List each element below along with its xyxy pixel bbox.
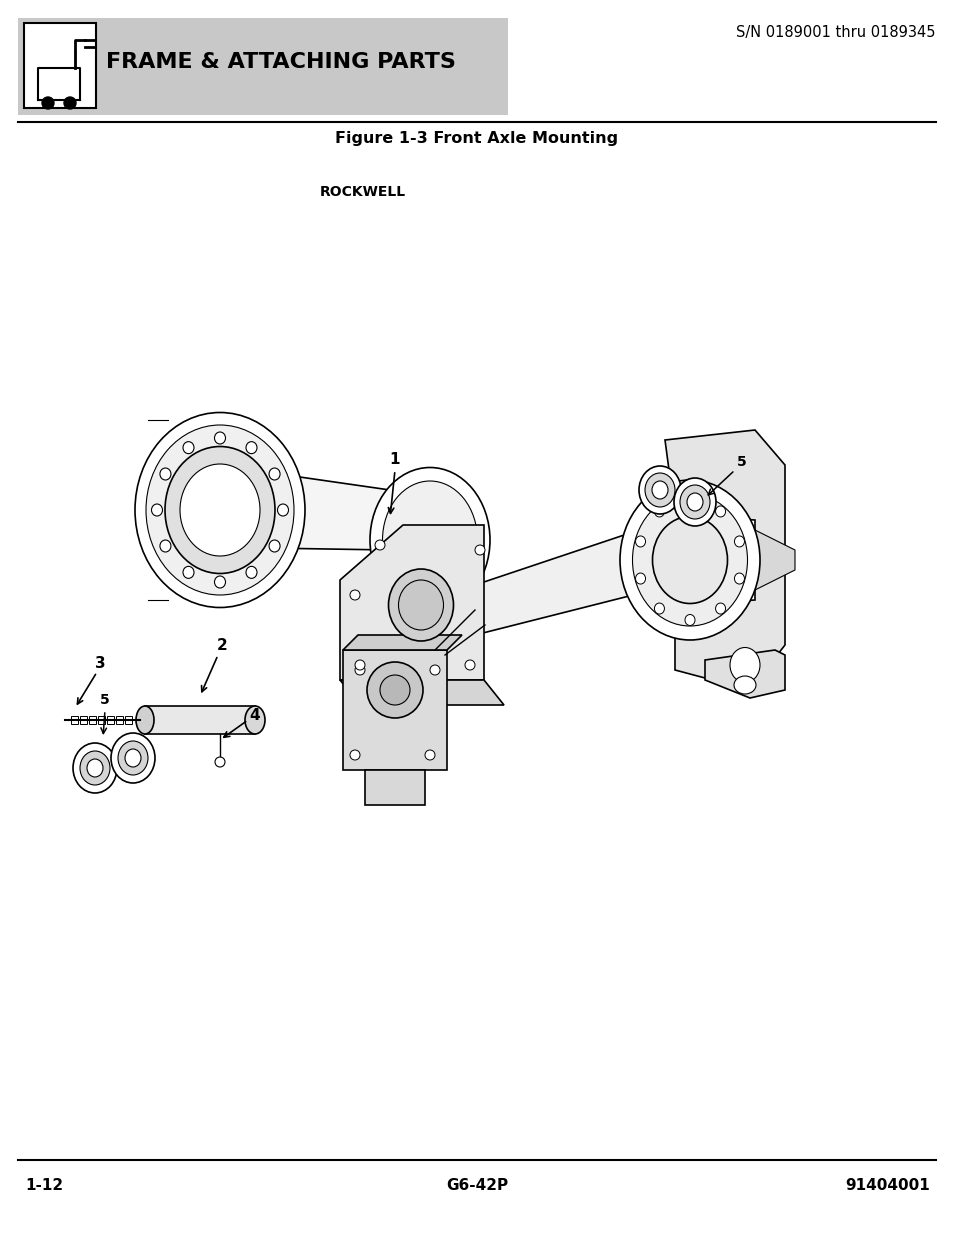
- Text: FRAME & ATTACHING PARTS: FRAME & ATTACHING PARTS: [106, 52, 456, 72]
- Ellipse shape: [673, 478, 716, 526]
- Circle shape: [355, 659, 365, 671]
- Ellipse shape: [382, 480, 477, 599]
- Text: 3: 3: [94, 656, 105, 671]
- Ellipse shape: [635, 536, 645, 547]
- Polygon shape: [704, 650, 784, 698]
- Text: 2: 2: [216, 637, 227, 652]
- Circle shape: [355, 664, 365, 676]
- Ellipse shape: [679, 485, 709, 519]
- Bar: [107, 716, 113, 724]
- Polygon shape: [343, 635, 461, 650]
- Ellipse shape: [715, 506, 725, 517]
- Ellipse shape: [370, 468, 490, 613]
- Ellipse shape: [183, 567, 193, 578]
- Ellipse shape: [118, 741, 148, 776]
- Ellipse shape: [619, 480, 760, 640]
- Text: ROCKWELL: ROCKWELL: [319, 185, 406, 199]
- Ellipse shape: [146, 425, 294, 595]
- Ellipse shape: [684, 615, 695, 625]
- Ellipse shape: [644, 473, 675, 508]
- Circle shape: [214, 757, 225, 767]
- Polygon shape: [145, 706, 254, 734]
- Text: S/N 0189001 thru 0189345: S/N 0189001 thru 0189345: [736, 25, 935, 40]
- Ellipse shape: [87, 760, 103, 777]
- Ellipse shape: [684, 494, 695, 505]
- Ellipse shape: [734, 536, 743, 547]
- Text: 1: 1: [390, 452, 400, 468]
- Ellipse shape: [654, 506, 663, 517]
- Ellipse shape: [73, 743, 117, 793]
- Ellipse shape: [398, 580, 443, 630]
- Bar: [24, 23, 96, 107]
- Text: G6-42P: G6-42P: [445, 1177, 508, 1193]
- Polygon shape: [339, 525, 483, 680]
- Text: 5: 5: [100, 693, 110, 706]
- Bar: [18, 19, 507, 115]
- Polygon shape: [475, 529, 644, 635]
- Ellipse shape: [160, 540, 171, 552]
- Ellipse shape: [734, 573, 743, 584]
- Text: 1-12: 1-12: [25, 1177, 63, 1193]
- Bar: [125, 716, 132, 724]
- Ellipse shape: [125, 748, 141, 767]
- Ellipse shape: [111, 734, 154, 783]
- Text: Figure 1-3 Front Axle Mounting: Figure 1-3 Front Axle Mounting: [335, 131, 618, 146]
- Circle shape: [350, 590, 359, 600]
- Circle shape: [464, 659, 475, 671]
- Ellipse shape: [715, 603, 725, 614]
- Ellipse shape: [246, 442, 256, 453]
- Ellipse shape: [686, 493, 702, 511]
- Text: 91404001: 91404001: [844, 1177, 929, 1193]
- Bar: [89, 716, 96, 724]
- Polygon shape: [265, 472, 390, 550]
- Ellipse shape: [652, 516, 727, 604]
- Circle shape: [375, 540, 385, 550]
- Circle shape: [430, 664, 439, 676]
- Polygon shape: [754, 530, 794, 590]
- Ellipse shape: [654, 603, 663, 614]
- Ellipse shape: [388, 569, 453, 641]
- Ellipse shape: [135, 412, 305, 608]
- Ellipse shape: [269, 540, 280, 552]
- Ellipse shape: [160, 468, 171, 480]
- Circle shape: [64, 98, 76, 109]
- Ellipse shape: [245, 706, 265, 734]
- Polygon shape: [664, 430, 784, 690]
- Polygon shape: [339, 680, 503, 705]
- Ellipse shape: [729, 647, 760, 683]
- Circle shape: [42, 98, 54, 109]
- Circle shape: [367, 662, 422, 718]
- Ellipse shape: [733, 676, 755, 694]
- Bar: [116, 716, 123, 724]
- Circle shape: [424, 750, 435, 760]
- Bar: [98, 716, 105, 724]
- Ellipse shape: [214, 576, 225, 588]
- Ellipse shape: [183, 442, 193, 453]
- Bar: [80, 716, 87, 724]
- Ellipse shape: [136, 706, 153, 734]
- Ellipse shape: [632, 494, 747, 626]
- Ellipse shape: [269, 468, 280, 480]
- Ellipse shape: [635, 573, 645, 584]
- Bar: [365, 769, 424, 805]
- Ellipse shape: [277, 504, 288, 516]
- Ellipse shape: [639, 466, 680, 514]
- Ellipse shape: [152, 504, 162, 516]
- Ellipse shape: [377, 490, 402, 550]
- Ellipse shape: [214, 432, 225, 445]
- Polygon shape: [343, 650, 447, 769]
- Text: 5: 5: [737, 454, 746, 469]
- Bar: [71, 716, 78, 724]
- Text: 4: 4: [250, 708, 260, 722]
- Circle shape: [379, 676, 410, 705]
- Ellipse shape: [80, 751, 110, 785]
- Ellipse shape: [246, 567, 256, 578]
- Ellipse shape: [165, 447, 274, 573]
- Circle shape: [350, 750, 359, 760]
- Circle shape: [475, 545, 484, 555]
- Ellipse shape: [180, 464, 260, 556]
- Ellipse shape: [651, 480, 667, 499]
